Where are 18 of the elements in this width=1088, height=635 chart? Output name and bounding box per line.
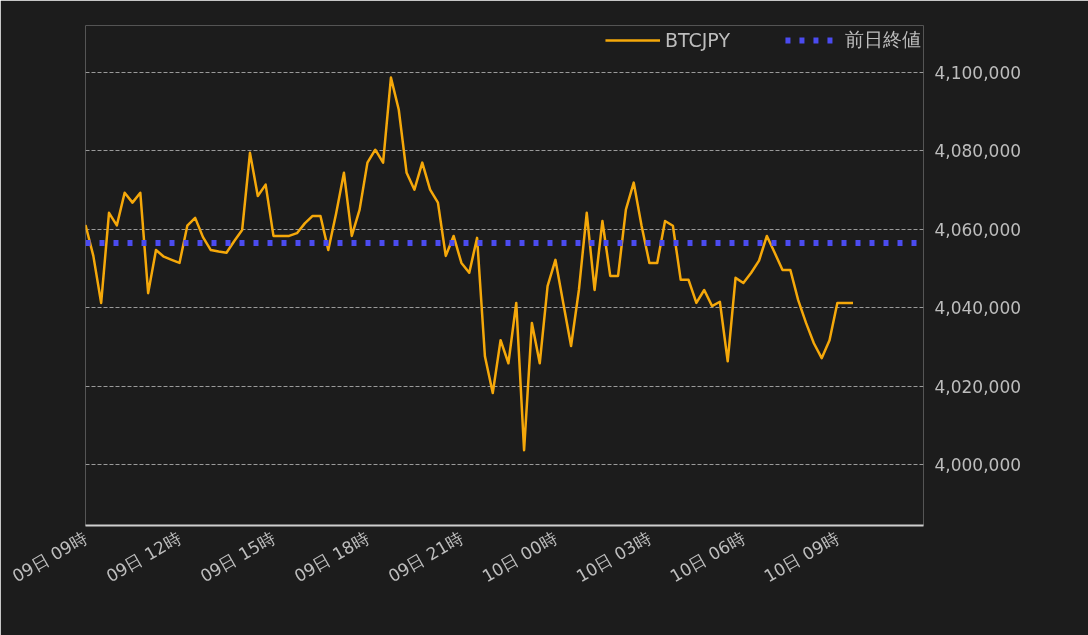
y-tick-label: 4,000,000 (934, 454, 1022, 475)
x-tick-label: 10日 03時 (572, 527, 655, 587)
y-tick-label: 4,040,000 (934, 298, 1022, 319)
y-tick-label: 4,100,000 (934, 63, 1022, 84)
y-tick-label: 4,020,000 (934, 376, 1022, 397)
x-tick-label: 10日 00時 (478, 527, 561, 587)
y-tick-label: 4,080,000 (934, 141, 1022, 162)
x-tick-label: 09日 09時 (8, 527, 91, 587)
x-tick-label: 09日 18時 (290, 527, 373, 587)
x-tick-label: 10日 06時 (666, 527, 749, 587)
legend-label: BTCJPY (664, 29, 730, 51)
x-tick-label: 09日 21時 (384, 527, 467, 587)
x-tick-label: 10日 09時 (760, 527, 843, 587)
x-tick-label: 09日 12時 (102, 527, 185, 587)
y-tick-label: 4,060,000 (934, 219, 1022, 240)
line-series (85, 76, 855, 452)
x-tick-label: 09日 15時 (196, 527, 279, 587)
legend-label: 前日終値 (845, 27, 921, 52)
